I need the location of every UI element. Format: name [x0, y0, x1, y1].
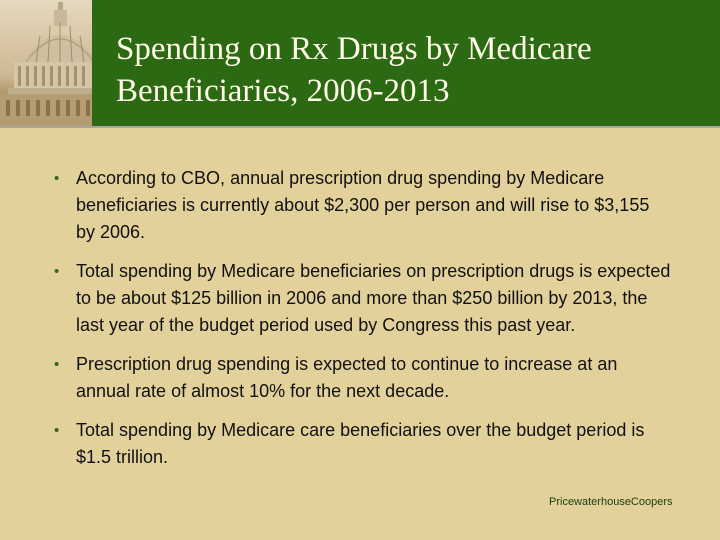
bullet-item: Total spending by Medicare beneficiaries… — [52, 258, 672, 339]
bullet-item: Prescription drug spending is expected t… — [52, 351, 672, 405]
bullet-text: Prescription drug spending is expected t… — [76, 354, 618, 401]
bullet-text: According to CBO, annual prescription dr… — [76, 168, 650, 242]
bullet-text: Total spending by Medicare care benefici… — [76, 420, 645, 467]
slide-title: Spending on Rx Drugs by Medicare Benefic… — [116, 28, 706, 112]
slide-title-line-1: Spending on Rx Drugs by Medicare — [116, 31, 592, 67]
slide-title-line-2: Beneficiaries, 2006-2013 — [116, 73, 450, 109]
header-bar: Spending on Rx Drugs by Medicare Benefic… — [0, 0, 720, 126]
capitol-dome-image — [0, 0, 92, 126]
bullet-text: Total spending by Medicare beneficiaries… — [76, 261, 671, 335]
bullet-item: According to CBO, annual prescription dr… — [52, 165, 672, 246]
bullet-item: Total spending by Medicare care benefici… — [52, 417, 672, 471]
header-divider — [0, 126, 720, 128]
bullet-list: According to CBO, annual prescription dr… — [52, 165, 672, 483]
footer-brand: PricewaterhouseCoopers — [549, 496, 673, 508]
